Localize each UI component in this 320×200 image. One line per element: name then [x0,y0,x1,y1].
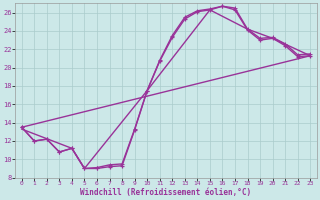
X-axis label: Windchill (Refroidissement éolien,°C): Windchill (Refroidissement éolien,°C) [80,188,252,197]
